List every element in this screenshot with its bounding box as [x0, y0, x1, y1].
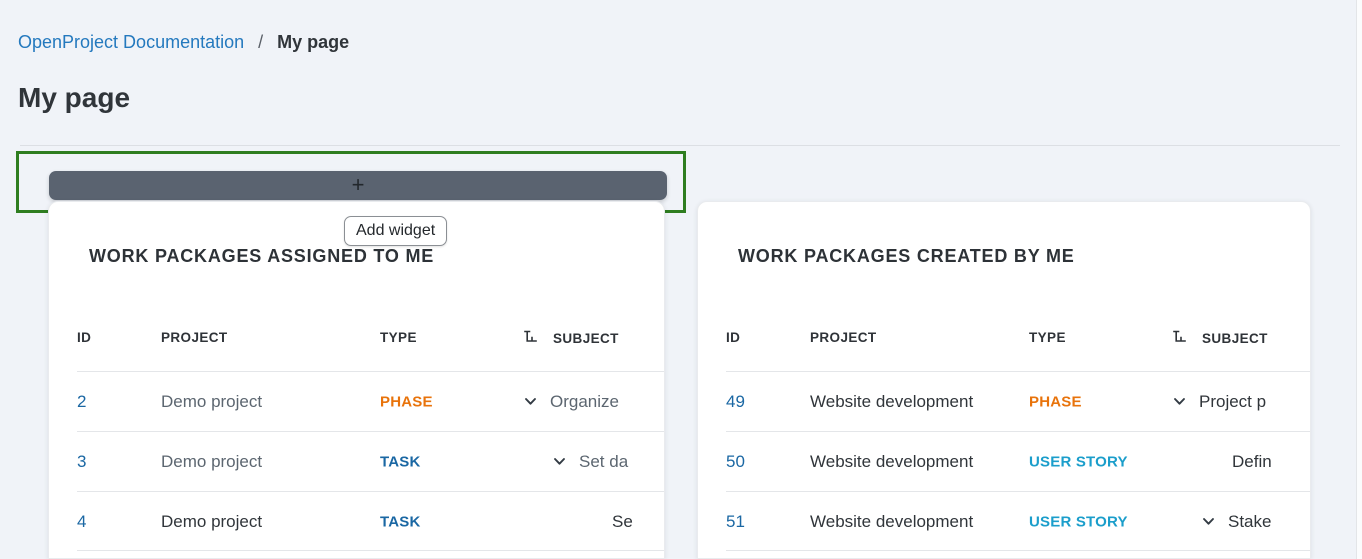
breadcrumb-current: My page — [277, 32, 350, 52]
row-divider — [77, 550, 664, 551]
table-header-row: ID PROJECT TYPE SUBJECT — [49, 330, 664, 350]
column-header-subject[interactable]: SUBJECT — [524, 330, 619, 346]
chevron-down-icon[interactable] — [1201, 514, 1216, 529]
type-cell: USER STORY — [1029, 453, 1128, 470]
work-package-id-link[interactable]: 3 — [77, 451, 87, 471]
work-package-id-link[interactable]: 49 — [726, 391, 745, 411]
column-header-project[interactable]: PROJECT — [161, 330, 228, 345]
work-package-id-link[interactable]: 2 — [77, 391, 87, 411]
row-divider — [726, 550, 1310, 551]
subject-cell: Set da — [552, 452, 628, 472]
row-divider — [77, 371, 664, 372]
hierarchy-icon[interactable] — [524, 330, 537, 346]
row-divider — [726, 491, 1310, 492]
type-cell: TASK — [380, 513, 421, 530]
table-header-row: ID PROJECT TYPE SUBJECT — [698, 330, 1310, 350]
type-cell: USER STORY — [1029, 513, 1128, 530]
widget-title: WORK PACKAGES CREATED BY ME — [738, 246, 1075, 266]
chevron-down-icon[interactable] — [523, 394, 538, 409]
table-row[interactable]: 4 Demo project TASK Se — [49, 492, 664, 551]
scrollbar-track[interactable] — [1356, 0, 1362, 559]
add-widget-button[interactable]: + — [49, 171, 667, 200]
column-header-type[interactable]: TYPE — [380, 330, 417, 345]
subject-cell: Project p — [1172, 392, 1266, 412]
breadcrumb-separator: / — [258, 32, 264, 52]
page-title: My page — [18, 82, 131, 113]
row-divider — [726, 371, 1310, 372]
column-header-type[interactable]: TYPE — [1029, 330, 1066, 345]
subject-cell: Stake — [1201, 512, 1271, 532]
column-header-id[interactable]: ID — [77, 330, 92, 345]
subject-cell: Se — [612, 511, 633, 531]
subject-cell: Defin — [1232, 451, 1272, 471]
table-row[interactable]: 50 Website development USER STORY Defin — [698, 432, 1310, 491]
row-divider — [77, 491, 664, 492]
row-divider — [726, 431, 1310, 432]
project-cell: Demo project — [161, 391, 263, 411]
hierarchy-icon[interactable] — [1173, 330, 1186, 346]
plus-icon: + — [351, 171, 365, 197]
column-header-subject[interactable]: SUBJECT — [1173, 330, 1268, 346]
column-header-project[interactable]: PROJECT — [810, 330, 877, 345]
work-package-id-link[interactable]: 51 — [726, 511, 745, 531]
table-row[interactable]: 51 Website development USER STORY Stake — [698, 492, 1310, 551]
project-cell: Website development — [810, 511, 974, 531]
type-cell: PHASE — [380, 393, 433, 410]
row-divider — [77, 431, 664, 432]
breadcrumb-link-project[interactable]: OpenProject Documentation — [18, 32, 245, 52]
chevron-down-icon[interactable] — [1172, 394, 1187, 409]
type-cell: PHASE — [1029, 393, 1082, 410]
add-widget-tooltip: Add widget — [344, 216, 448, 246]
table-row[interactable]: 2 Demo project PHASE Organize — [49, 372, 664, 431]
chevron-down-icon[interactable] — [552, 454, 567, 469]
breadcrumb: OpenProject Documentation / My page — [18, 32, 349, 53]
table-row[interactable]: 3 Demo project TASK Set da — [49, 432, 664, 491]
project-cell: Demo project — [161, 511, 263, 531]
widget-work-packages-assigned-to-me: WORK PACKAGES ASSIGNED TO ME ID PROJECT … — [48, 201, 665, 559]
work-package-id-link[interactable]: 50 — [726, 451, 745, 471]
content-top-divider — [20, 145, 1340, 146]
column-header-id[interactable]: ID — [726, 330, 741, 345]
project-cell: Website development — [810, 391, 974, 411]
table-row[interactable]: 49 Website development PHASE Project p — [698, 372, 1310, 431]
project-cell: Website development — [810, 451, 974, 471]
type-cell: TASK — [380, 453, 421, 470]
subject-cell: Organize — [523, 392, 619, 412]
work-package-id-link[interactable]: 4 — [77, 511, 87, 531]
project-cell: Demo project — [161, 451, 263, 471]
widget-work-packages-created-by-me: WORK PACKAGES CREATED BY ME ID PROJECT T… — [697, 201, 1311, 559]
widget-title: WORK PACKAGES ASSIGNED TO ME — [89, 246, 435, 266]
